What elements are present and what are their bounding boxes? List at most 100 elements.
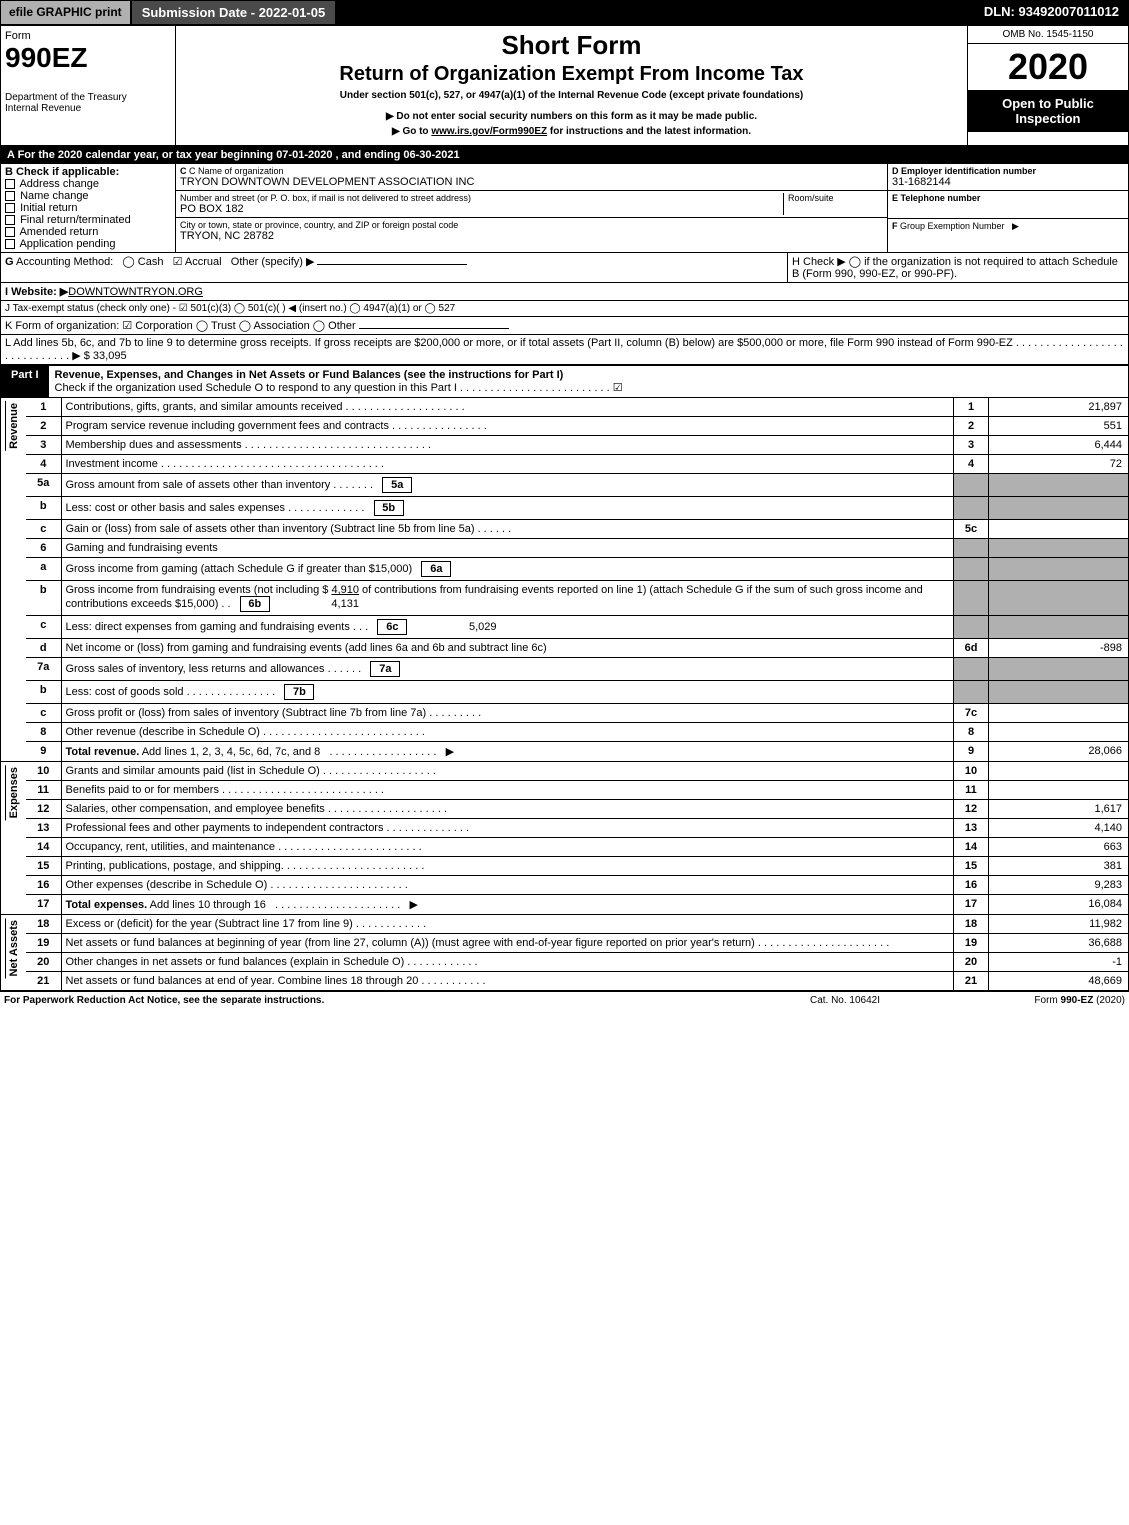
line-desc: Investment income . . . . . . . . . . . … xyxy=(61,455,954,474)
line-val: 663 xyxy=(989,838,1129,857)
sub-box-7b: 7b xyxy=(284,684,314,700)
section-b-label: B Check if applicable: xyxy=(5,166,171,178)
sub-box-5b: 5b xyxy=(374,500,404,516)
check-initial-return[interactable]: Initial return xyxy=(5,202,171,214)
form-label: Form xyxy=(5,30,171,42)
paperwork-notice: For Paperwork Reduction Act Notice, see … xyxy=(4,995,745,1006)
line-ref: 1 xyxy=(954,398,989,417)
line-num: 12 xyxy=(26,800,61,819)
line-val: 21,897 xyxy=(989,398,1129,417)
line-ref: 6d xyxy=(954,639,989,658)
line-l: L Add lines 5b, 6c, and 7b to line 9 to … xyxy=(1,335,1128,364)
line-desc: Less: cost of goods sold . . . . . . . .… xyxy=(61,681,954,704)
check-amended-return[interactable]: Amended return xyxy=(5,226,171,238)
line-val-grey xyxy=(989,658,1129,681)
line-k: K Form of organization: ☑ Corporation ◯ … xyxy=(1,317,1128,334)
org-name: TRYON DOWNTOWN DEVELOPMENT ASSOCIATION I… xyxy=(180,176,883,188)
part-1-title: Revenue, Expenses, and Changes in Net As… xyxy=(55,369,564,381)
line-ref: 9 xyxy=(954,742,989,762)
line-ref-grey xyxy=(954,474,989,497)
check-name-change[interactable]: Name change xyxy=(5,190,171,202)
line-val: -1 xyxy=(989,953,1129,972)
sub-box-6a: 6a xyxy=(421,561,451,577)
line-g: G Accounting Method: ◯ Cash ☑ Accrual Ot… xyxy=(1,253,788,282)
line-val-grey xyxy=(989,558,1129,581)
line-ref: 5c xyxy=(954,520,989,539)
omb-number: OMB No. 1545-1150 xyxy=(968,26,1128,44)
line-desc: Benefits paid to or for members . . . . … xyxy=(61,781,954,800)
sub-box-5a: 5a xyxy=(382,477,412,493)
section-d-label: D Employer identification number xyxy=(892,166,1124,176)
tax-year: 2020 xyxy=(968,44,1128,90)
line-num: b xyxy=(26,497,61,520)
line-num: d xyxy=(26,639,61,658)
open-to-public: Open to Public Inspection xyxy=(968,90,1128,132)
line-desc: Total revenue. Add lines 1, 2, 3, 4, 5c,… xyxy=(61,742,954,762)
room-suite-label: Room/suite xyxy=(783,193,883,215)
line-ref: 2 xyxy=(954,417,989,436)
line-j: J Tax-exempt status (check only one) - ☑… xyxy=(1,301,1128,316)
return-title: Return of Organization Exempt From Incom… xyxy=(180,63,963,86)
line-ref: 13 xyxy=(954,819,989,838)
line-desc: Less: cost or other basis and sales expe… xyxy=(61,497,954,520)
revenue-side-label: Revenue xyxy=(5,401,22,451)
line-ref-grey xyxy=(954,558,989,581)
check-final-return[interactable]: Final return/terminated xyxy=(5,214,171,226)
net-assets-table: Net Assets 18Excess or (deficit) for the… xyxy=(0,915,1129,991)
line-desc: Membership dues and assessments . . . . … xyxy=(61,436,954,455)
line-num: 3 xyxy=(26,436,61,455)
line-num: 11 xyxy=(26,781,61,800)
tax-period: A For the 2020 calendar year, or tax yea… xyxy=(0,146,1129,164)
form-header: Form 990EZ Department of the Treasury In… xyxy=(0,25,1129,146)
website-link[interactable]: DOWNTOWNTRYON.ORG xyxy=(68,286,203,298)
part-1-header: Part I Revenue, Expenses, and Changes in… xyxy=(0,365,1129,398)
line-val: -898 xyxy=(989,639,1129,658)
goto-link[interactable]: ▶ Go to www.irs.gov/Form990EZ for instru… xyxy=(180,126,963,137)
line-desc: Gaming and fundraising events xyxy=(61,539,954,558)
sub-box-6c: 6c xyxy=(377,619,407,635)
line-val-grey xyxy=(989,474,1129,497)
sub-box-6b: 6b xyxy=(240,596,270,612)
line-ref: 16 xyxy=(954,876,989,895)
line-ref: 12 xyxy=(954,800,989,819)
line-val: 381 xyxy=(989,857,1129,876)
line-ref-grey xyxy=(954,581,989,616)
line-num: 13 xyxy=(26,819,61,838)
irs-url[interactable]: www.irs.gov/Form990EZ xyxy=(431,126,547,137)
line-num: 2 xyxy=(26,417,61,436)
cat-no: Cat. No. 10642I xyxy=(745,995,945,1006)
line-desc: Occupancy, rent, utilities, and maintena… xyxy=(61,838,954,857)
section-e-label: E Telephone number xyxy=(892,193,1124,203)
line-desc: Other revenue (describe in Schedule O) .… xyxy=(61,723,954,742)
check-application-pending[interactable]: Application pending xyxy=(5,238,171,250)
line-val xyxy=(989,781,1129,800)
line-ref-grey xyxy=(954,658,989,681)
dln: DLN: 93492007011012 xyxy=(974,0,1129,25)
submission-date: Submission Date - 2022-01-05 xyxy=(131,0,337,25)
line-desc: Professional fees and other payments to … xyxy=(61,819,954,838)
line-desc: Salaries, other compensation, and employ… xyxy=(61,800,954,819)
efile-print-button[interactable]: efile GRAPHIC print xyxy=(0,0,131,25)
line-num: 21 xyxy=(26,972,61,991)
line-num: 19 xyxy=(26,934,61,953)
page-footer: For Paperwork Reduction Act Notice, see … xyxy=(0,991,1129,1009)
line-desc: Total expenses. Add lines 10 through 16 … xyxy=(61,895,954,915)
warning-ssn: ▶ Do not enter social security numbers o… xyxy=(180,111,963,122)
line-ref: 19 xyxy=(954,934,989,953)
line-desc: Gross sales of inventory, less returns a… xyxy=(61,658,954,681)
line-desc: Gross amount from sale of assets other t… xyxy=(61,474,954,497)
expenses-side-label: Expenses xyxy=(5,765,22,820)
check-address-change[interactable]: Address change xyxy=(5,178,171,190)
line-val: 4,140 xyxy=(989,819,1129,838)
dept-treasury: Department of the Treasury xyxy=(5,92,171,103)
line-desc: Program service revenue including govern… xyxy=(61,417,954,436)
part-1-label: Part I xyxy=(1,366,49,397)
expenses-table: Expenses 10Grants and similar amounts pa… xyxy=(0,762,1129,915)
line-num: b xyxy=(26,681,61,704)
line-val-grey xyxy=(989,581,1129,616)
line-desc: Printing, publications, postage, and shi… xyxy=(61,857,954,876)
line-h: H Check ▶ ◯ if the organization is not r… xyxy=(788,253,1128,282)
line-val xyxy=(989,520,1129,539)
line-num: 9 xyxy=(26,742,61,762)
irs-label: Internal Revenue xyxy=(5,103,171,114)
